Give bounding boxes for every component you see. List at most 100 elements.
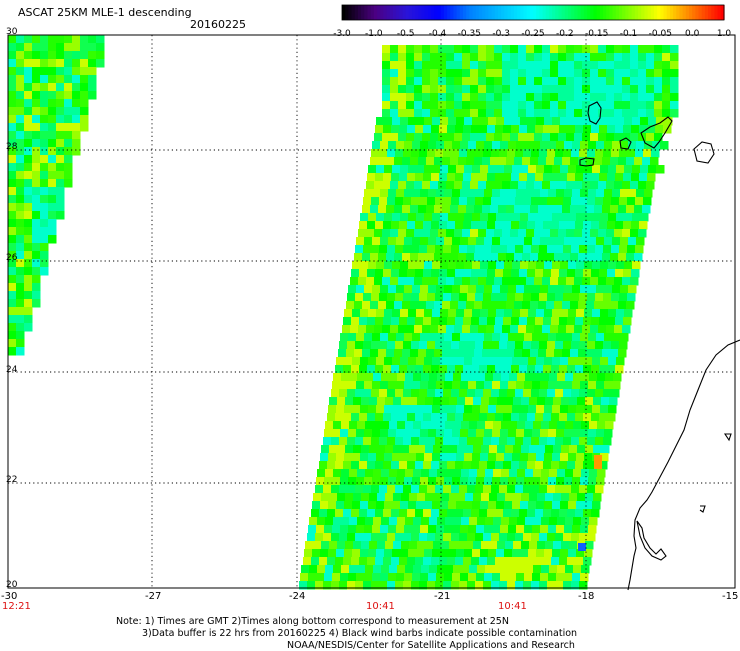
swath-cell: [592, 117, 601, 126]
swath-cell: [646, 69, 655, 78]
swath-cell: [411, 437, 420, 446]
swath-cell: [427, 581, 436, 590]
swath-cell: [348, 573, 357, 582]
swath-cell: [539, 197, 548, 206]
swath-cell: [443, 389, 452, 398]
swath-cell: [499, 341, 508, 350]
swath-cell: [319, 509, 328, 518]
swath-cell: [550, 133, 559, 142]
swath-cell: [366, 277, 375, 286]
swath-cell: [404, 141, 413, 150]
swath-cell: [606, 277, 615, 286]
swath-cell: [440, 453, 449, 462]
swath-cell: [418, 157, 427, 166]
colorbar-swatch: [507, 5, 512, 20]
swath-cell: [385, 397, 394, 406]
swath-cell: [316, 477, 325, 486]
swath-cell: [391, 317, 400, 326]
swath-cell: [375, 413, 384, 422]
swath-cell: [451, 389, 460, 398]
swath-cell: [406, 53, 415, 62]
swath-cell: [583, 317, 592, 326]
swath-cell: [588, 237, 597, 246]
swath-cell: [532, 381, 541, 390]
swath-cell: [501, 373, 510, 382]
swath-cell: [608, 405, 617, 414]
swath-cell: [555, 341, 564, 350]
swath-cell: [534, 53, 543, 62]
swath-cell: [467, 389, 476, 398]
swath-cell: [502, 277, 511, 286]
swath-cell: [463, 413, 472, 422]
swath-cell: [570, 157, 579, 166]
swath-cell: [507, 389, 516, 398]
swath-cell: [459, 485, 468, 494]
swath-cell: [373, 373, 382, 382]
swath-cell: [553, 445, 562, 454]
swath-cell: [8, 155, 17, 164]
swath-cell: [550, 93, 559, 102]
swath-cell: [543, 317, 552, 326]
swath-cell: [470, 325, 479, 334]
swath-cell: [588, 381, 597, 390]
swath-cell: [639, 125, 648, 134]
colorbar-swatch: [447, 5, 451, 20]
swath-cell: [449, 493, 458, 502]
swath-cell: [662, 101, 671, 110]
swath-cell: [460, 477, 469, 486]
swath-cell: [423, 365, 432, 374]
swath-cell: [542, 109, 551, 118]
swath-cell: [313, 493, 322, 502]
swath-cell: [530, 349, 539, 358]
swath-cell: [424, 213, 433, 222]
swath-cell: [8, 331, 17, 340]
swath-cell: [435, 581, 444, 590]
swath-cell: [494, 133, 503, 142]
swath-cell: [371, 485, 380, 494]
swath-cell: [392, 309, 401, 318]
swath-cell: [426, 157, 435, 166]
swath-cell: [611, 389, 620, 398]
swath-cell: [382, 133, 391, 142]
swath-cell: [452, 477, 461, 486]
swath-cell: [510, 277, 519, 286]
swath-cell: [399, 365, 408, 374]
swath-cell: [638, 61, 647, 70]
swath-cell: [440, 309, 449, 318]
swath-cell: [80, 91, 89, 100]
swath-cell: [552, 549, 561, 558]
swath-cell: [519, 365, 528, 374]
swath-cell: [380, 525, 389, 534]
swath-cell: [559, 461, 568, 470]
swath-cell: [604, 285, 613, 294]
swath-cell: [446, 93, 455, 102]
swath-cell: [431, 125, 440, 134]
swath-cell: [475, 197, 484, 206]
swath-cell: [439, 557, 448, 566]
swath-cell: [503, 461, 512, 470]
swath-cell: [492, 141, 501, 150]
swath-cell: [349, 517, 358, 526]
swath-cell: [563, 245, 572, 254]
swath-cell: [615, 125, 624, 134]
swath-cell: [524, 429, 533, 438]
swath-cell: [72, 91, 81, 100]
swath-cell: [638, 93, 647, 102]
colorbar-swatch: [644, 5, 649, 20]
swath-cell: [437, 373, 446, 382]
swath-cell: [444, 333, 453, 342]
swath-cell: [583, 509, 592, 518]
swath-cell: [572, 141, 581, 150]
swath-cell: [388, 189, 397, 198]
swath-cell: [579, 341, 588, 350]
swath-cell: [537, 541, 546, 550]
swath-cell: [463, 317, 472, 326]
swath-cell: [333, 421, 342, 430]
swath-cell: [358, 229, 367, 238]
swath-cell: [364, 573, 373, 582]
swath-cell: [430, 93, 439, 102]
swath-cell: [647, 125, 656, 134]
swath-cell: [96, 59, 105, 68]
swath-cell: [477, 469, 486, 478]
swath-cell: [476, 381, 485, 390]
